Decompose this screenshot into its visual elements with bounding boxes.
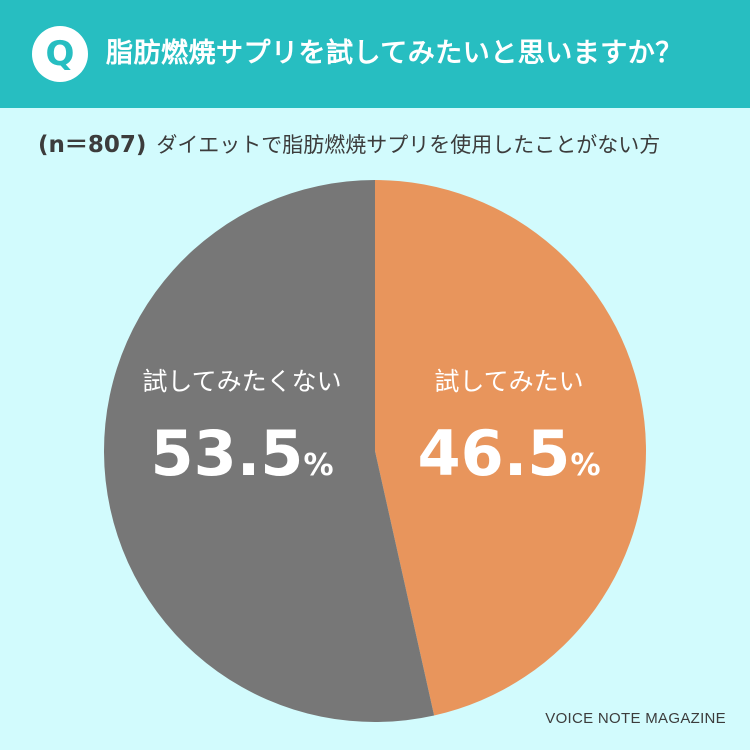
source-credit: VOICE NOTE MAGAZINE bbox=[545, 710, 726, 727]
question-badge: Q bbox=[32, 26, 88, 82]
pie-slice-2 bbox=[103, 180, 435, 722]
question-title: 脂肪燃焼サプリを試してみたいと思いますか？ bbox=[106, 38, 683, 69]
respondent-description: ダイエットで脂肪燃焼サプリを使用したことがない方 bbox=[156, 133, 661, 157]
slice-label-2: 試してみたくない bbox=[142, 367, 341, 396]
pie-slice-1 bbox=[375, 180, 646, 716]
slice-label-1: 試してみたい bbox=[434, 367, 583, 396]
chart-subtitle: (n＝807) ダイエットで脂肪燃焼サプリを使用したことがない方 bbox=[38, 128, 660, 162]
slice-value-2: 53.5% bbox=[150, 417, 333, 490]
header-bar: Q 脂肪燃焼サプリを試してみたいと思いますか？ bbox=[0, 0, 750, 108]
slice-value-1: 46.5% bbox=[417, 417, 600, 490]
sample-size: (n＝807) bbox=[38, 132, 147, 158]
